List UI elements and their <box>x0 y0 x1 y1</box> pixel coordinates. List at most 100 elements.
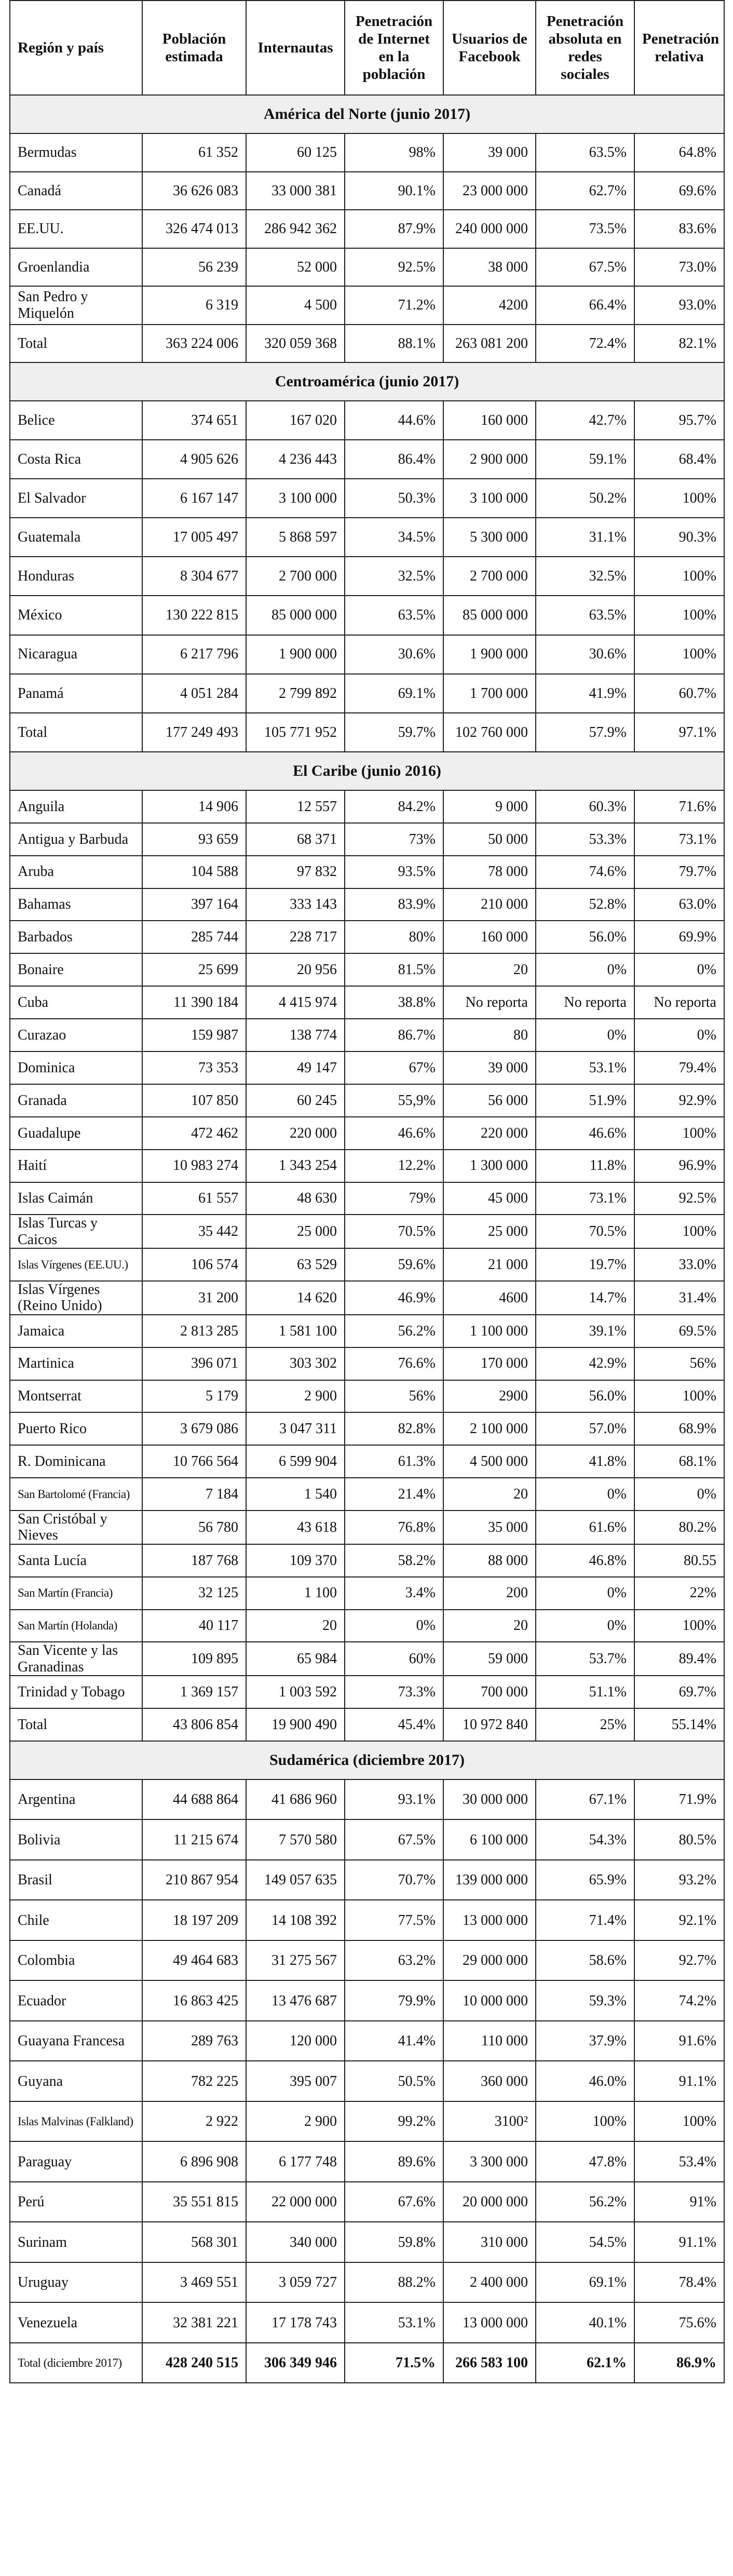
cell-internet-penetration: 86.7% <box>344 1018 444 1052</box>
cell-facebook-users: 110 000 <box>443 2020 536 2062</box>
cell-social-absolute: 57.9% <box>535 712 635 752</box>
cell-social-absolute: 63.5% <box>535 133 635 172</box>
cell-facebook-users: 310 000 <box>443 2221 536 2263</box>
cell-relative: 0% <box>634 953 725 987</box>
cell-country: Surinam <box>9 2221 143 2263</box>
cell-population: 472 462 <box>142 1116 247 1150</box>
cell-country: San Martín (Francia) <box>9 1576 143 1610</box>
cell-social-absolute: No reporta <box>535 986 635 1020</box>
cell-facebook-users: 160 000 <box>443 920 536 954</box>
cell-internet-users: 1 900 000 <box>246 634 345 675</box>
header-internet-users: Internautas <box>246 0 345 96</box>
cell-relative: 60.7% <box>634 673 725 713</box>
cell-facebook-users: 50 000 <box>443 822 536 856</box>
cell-country: Venezuela <box>9 2302 143 2343</box>
cell-facebook-users: 1 700 000 <box>443 673 536 713</box>
cell-internet-penetration: 67.5% <box>344 1819 444 1860</box>
cell-internet-penetration: 82.8% <box>344 1412 444 1446</box>
cell-facebook-users: 30 000 000 <box>443 1778 536 1820</box>
cell-internet-users: 14 108 392 <box>246 1899 345 1941</box>
cell-country: Total (diciembre 2017) <box>9 2342 143 2384</box>
cell-country: Argentina <box>9 1778 143 1820</box>
internet-penetration-table: Región y país Población estimada Interna… <box>9 0 725 2384</box>
cell-country: Bonaire <box>9 953 143 987</box>
cell-social-absolute: 39.1% <box>535 1314 635 1348</box>
cell-internet-penetration: 56% <box>344 1379 444 1413</box>
cell-internet-penetration: 67% <box>344 1050 444 1085</box>
cell-internet-penetration: 61.3% <box>344 1445 444 1479</box>
table-body: América del Norte (junio 2017) Bermudas 61… <box>9 95 725 2384</box>
cell-internet-penetration: 88.1% <box>344 323 444 363</box>
cell-facebook-users: 2 900 000 <box>443 439 536 480</box>
cell-internet-users: 14 620 <box>246 1280 345 1315</box>
cell-relative: 71.6% <box>634 789 725 824</box>
cell-internet-users: 340 000 <box>246 2221 345 2263</box>
cell-social-absolute: 59.1% <box>535 439 635 480</box>
cell-country: Chile <box>9 1899 143 1941</box>
cell-internet-penetration: 63.2% <box>344 1939 444 1981</box>
cell-internet-users: 6 599 904 <box>246 1445 345 1479</box>
table-row: San Cristóbal y Nieves 56 780 43 618 76.8% 3… <box>9 1510 725 1545</box>
header-row: Región y país Población estimada Interna… <box>9 0 725 96</box>
cell-population: 44 688 864 <box>142 1778 247 1820</box>
cell-population: 363 224 006 <box>142 323 247 363</box>
cell-relative: 91.1% <box>634 2060 725 2102</box>
cell-social-absolute: 56.0% <box>535 1379 635 1413</box>
cell-country: Islas Vírgenes (Reino Unido) <box>9 1280 143 1315</box>
cell-social-absolute: 57.0% <box>535 1412 635 1446</box>
cell-relative: 100% <box>634 2100 725 2142</box>
cell-internet-penetration: 87.9% <box>344 209 444 249</box>
cell-population: 6 217 796 <box>142 634 247 675</box>
cell-relative: 74.2% <box>634 1980 725 2021</box>
cell-country: México <box>9 595 143 636</box>
cell-internet-penetration: 56.2% <box>344 1314 444 1348</box>
cell-relative: 79.7% <box>634 855 725 889</box>
cell-social-absolute: 46.8% <box>535 1543 635 1577</box>
cell-population: 10 983 274 <box>142 1149 247 1183</box>
cell-relative: 92.1% <box>634 1899 725 1941</box>
table-row: San Vicente y las Granadinas 109 895 65 98… <box>9 1641 725 1677</box>
cell-social-absolute: 19.7% <box>535 1248 635 1282</box>
table-row: San Martín (Francia) 32 125 1 100 3.4% 200 0%… <box>9 1576 725 1610</box>
cell-internet-users: 1 540 <box>246 1477 345 1512</box>
cell-internet-penetration: 80% <box>344 920 444 954</box>
cell-facebook-users: 170 000 <box>443 1346 536 1381</box>
cell-population: 35 442 <box>142 1214 247 1249</box>
cell-internet-penetration: 50.3% <box>344 478 444 519</box>
cell-internet-penetration: 76.8% <box>344 1510 444 1545</box>
cell-facebook-users: 21 000 <box>443 1248 536 1282</box>
cell-relative: 100% <box>634 1609 725 1643</box>
cell-facebook-users: 20 000 000 <box>443 2181 536 2223</box>
cell-internet-users: 320 059 368 <box>246 323 345 363</box>
cell-social-absolute: 70.5% <box>535 1214 635 1249</box>
cell-population: 16 863 425 <box>142 1980 247 2021</box>
table-row: Islas Turcas y Caicos 35 442 25 000 70.5% 25… <box>9 1214 725 1249</box>
section-title: El Caribe (junio 2016) <box>9 751 725 791</box>
cell-country: Honduras <box>9 556 143 597</box>
cell-internet-penetration: 58.2% <box>344 1543 444 1577</box>
cell-country: Aruba <box>9 855 143 889</box>
header-facebook-users: Usuarios de Facebook <box>443 0 536 96</box>
cell-facebook-users: 360 000 <box>443 2060 536 2102</box>
cell-social-absolute: 0% <box>535 1576 635 1610</box>
cell-social-absolute: 67.5% <box>535 247 635 287</box>
cell-facebook-users: 5 300 000 <box>443 517 536 558</box>
cell-internet-users: 17 178 743 <box>246 2302 345 2343</box>
cell-population: 397 164 <box>142 887 247 922</box>
cell-facebook-users: 10 972 840 <box>443 1708 536 1742</box>
table-row: Antigua y Barbuda 93 659 68 371 73% 50 000 53… <box>9 822 725 856</box>
cell-facebook-users: 2 400 000 <box>443 2261 536 2303</box>
cell-facebook-users: 45 000 <box>443 1181 536 1216</box>
cell-internet-penetration: 77.5% <box>344 1899 444 1941</box>
table-row: San Martín (Holanda) 40 117 20 0% 20 0% 100% <box>9 1609 725 1643</box>
cell-facebook-users: 13 000 000 <box>443 1899 536 1941</box>
table-row: Martinica 396 071 303 302 76.6% 170 000 42.9%… <box>9 1346 725 1381</box>
cell-population: 326 474 013 <box>142 209 247 249</box>
cell-internet-penetration: 0% <box>344 1609 444 1643</box>
cell-population: 568 301 <box>142 2221 247 2263</box>
cell-country: Guyana <box>9 2060 143 2102</box>
table-row: Montserrat 5 179 2 900 56% 2900 56.0% 100% <box>9 1379 725 1413</box>
header-internet-penetration: Penetración de Internet en la población <box>344 0 444 96</box>
cell-facebook-users: 80 <box>443 1018 536 1052</box>
